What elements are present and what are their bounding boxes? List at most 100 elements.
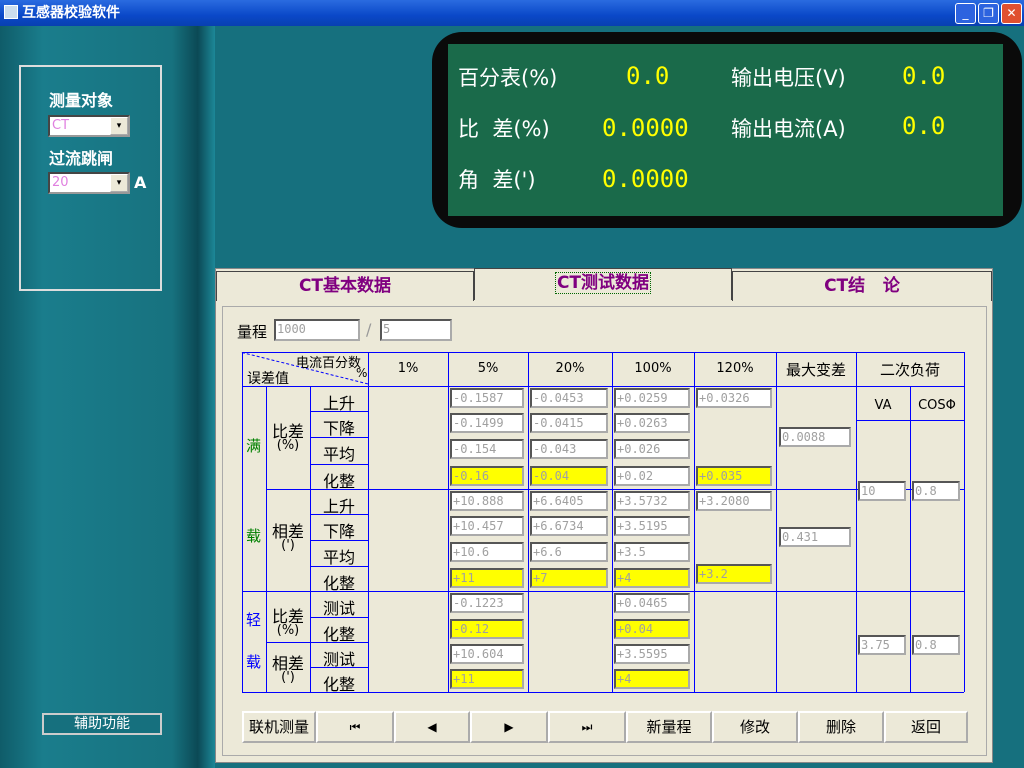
full-load-label-1: 满 [246,437,262,455]
cell-input[interactable]: +10.457 [450,516,524,536]
cell-input[interactable]: +6.6405 [530,491,608,511]
group-unit: (%) [276,623,300,638]
object-dropdown[interactable]: CT ▾ [48,115,130,137]
tab-conclusion[interactable]: CT结 论 [732,271,992,301]
delete-button[interactable]: 删除 [798,711,884,743]
corner-bottom-label: 误差值 [247,371,289,387]
cell-input[interactable]: -0.0453 [530,388,608,408]
cell-input[interactable]: -0.154 [450,439,524,459]
chevron-down-icon[interactable]: ▾ [110,174,128,192]
last-record-button[interactable]: ⏭ [548,711,626,743]
trip-unit: A [134,173,147,192]
cell-input[interactable]: +0.026 [614,439,690,459]
voltage-label: 输出电压(V) [731,66,846,90]
grid-line [310,386,311,692]
cell-input[interactable]: +0.0259 [614,388,690,408]
grid-line [242,352,964,353]
cell-input[interactable]: +3.5195 [614,516,690,536]
range-secondary-input[interactable]: 5 [380,319,452,341]
trip-dropdown[interactable]: 20 ▾ [48,172,130,194]
cell-input[interactable]: -0.043 [530,439,608,459]
grid-line [694,352,695,692]
max-var-ratio-input[interactable]: 0.0088 [779,427,851,447]
cell-input[interactable]: -0.16 [450,466,524,486]
cell-input[interactable]: +10.888 [450,491,524,511]
cell-input[interactable]: +3.5 [614,542,690,562]
cell-input[interactable]: +11 [450,669,524,689]
tab-test-data[interactable]: CT测试数据 [474,268,732,300]
light-load-label-1: 轻 [246,611,262,629]
row-label: 化整 [322,625,355,644]
max-var-phase-input[interactable]: 0.431 [779,527,851,547]
grid-line [776,352,777,692]
grid-line [310,540,368,541]
cell-input[interactable]: +7 [530,568,608,588]
cell-input[interactable]: -0.04 [530,466,608,486]
cell-input[interactable]: +0.0263 [614,413,690,433]
tab-basic-data[interactable]: CT基本数据 [216,271,474,301]
online-measure-button[interactable]: 联机测量 [242,711,316,743]
restore-button[interactable]: ❐ [978,3,999,24]
cell-input[interactable]: -0.1223 [450,593,524,613]
angle-label: 角 差(') [458,168,536,192]
modify-button[interactable]: 修改 [712,711,798,743]
light-cos-input[interactable]: 0.8 [912,635,960,655]
new-range-button[interactable]: 新量程 [626,711,712,743]
cell-input[interactable]: -0.1587 [450,388,524,408]
grid-line [310,437,368,438]
cell-input[interactable]: +0.04 [614,619,690,639]
minimize-button[interactable]: _ [955,3,976,24]
grid-line [242,591,964,592]
grid-line [266,386,267,692]
cell-input[interactable]: +3.5595 [614,644,690,664]
row-label: 测试 [322,650,355,669]
cell-input[interactable]: +4 [614,568,690,588]
cell-input[interactable]: +0.0326 [696,388,772,408]
cell-input[interactable]: +10.6 [450,542,524,562]
cell-input[interactable]: +3.5732 [614,491,690,511]
group-label: 比差 [271,422,304,441]
light-va-input[interactable]: 3.75 [858,635,906,655]
first-record-button[interactable]: ⏮ [316,711,394,743]
grid-line [856,352,857,692]
chevron-down-icon[interactable]: ▾ [110,117,128,135]
group-label: 相差 [271,654,304,673]
aux-function-button[interactable]: 辅助功能 [42,713,162,735]
cell-input[interactable]: -0.1499 [450,413,524,433]
cell-input[interactable]: +6.6 [530,542,608,562]
cell-input[interactable]: +0.0465 [614,593,690,613]
back-button[interactable]: 返回 [884,711,968,743]
grid-line [310,667,368,668]
full-cos-input[interactable]: 0.8 [912,481,960,501]
cell-input[interactable]: +3.2080 [696,491,772,511]
row-label: 平均 [322,548,355,567]
cell-input[interactable]: +3.2 [696,564,772,584]
object-value: CT [52,118,70,133]
voltage-value: 0.0 [902,62,946,90]
cell-input[interactable]: +0.02 [614,466,690,486]
cell-input[interactable]: -0.12 [450,619,524,639]
next-record-button[interactable]: ▶ [470,711,548,743]
left-sidebar [0,26,215,768]
cell-input[interactable]: +4 [614,669,690,689]
grid-line [910,386,911,692]
cell-input[interactable]: -0.0415 [530,413,608,433]
close-button[interactable]: ✕ [1001,3,1022,24]
cell-input[interactable]: +6.6734 [530,516,608,536]
cell-input[interactable]: +10.604 [450,644,524,664]
grid-line [310,514,368,515]
settings-panel [19,65,162,291]
max-var-header: 最大变差 [785,361,846,379]
percent-label: 百分表(%) [458,66,558,90]
grid-line [310,411,368,412]
cell-input[interactable]: +0.035 [696,466,772,486]
full-va-input[interactable]: 10 [858,481,906,501]
grid-line [266,489,964,490]
grid-line [266,642,368,643]
cell-input[interactable]: +11 [450,568,524,588]
range-label: 量程 [237,323,268,341]
prev-record-button[interactable]: ◀ [394,711,470,743]
column-header-20%: 20% [555,361,585,376]
range-primary-input[interactable]: 1000 [274,319,360,341]
ratio-value: 0.0000 [602,114,689,142]
